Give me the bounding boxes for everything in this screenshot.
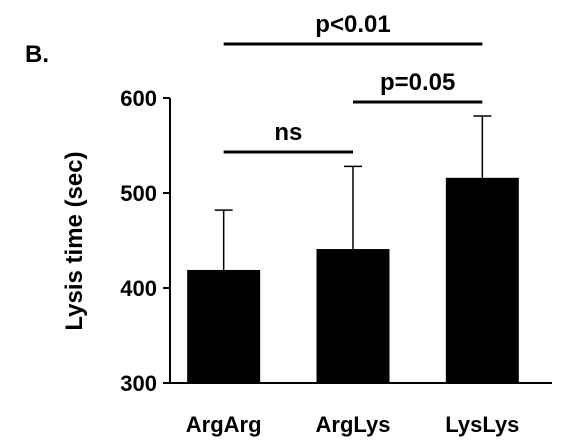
y-tick-label: 400	[120, 276, 157, 301]
panel-label: B.	[25, 41, 49, 68]
bar-argarg	[187, 269, 261, 383]
significance-label: p<0.01	[315, 11, 390, 38]
y-tick-label: 500	[120, 181, 157, 206]
significance-label: p=0.05	[380, 69, 455, 96]
x-tick-label: ArgLys	[316, 412, 391, 437]
y-tick-label: 300	[120, 371, 157, 396]
significance-label: ns	[274, 119, 302, 146]
y-axis-title: Lysis time (sec)	[61, 151, 88, 330]
x-tick-label: ArgArg	[186, 412, 262, 437]
y-tick-label: 600	[120, 86, 157, 111]
x-tick-label: LysLys	[445, 412, 519, 437]
plot-area: 300 400 500 600 ArgArg ArgLys LysLys ns p=0.05 p<…	[120, 11, 552, 437]
bar-lyslys	[445, 177, 519, 383]
bar-arglys	[316, 249, 390, 383]
